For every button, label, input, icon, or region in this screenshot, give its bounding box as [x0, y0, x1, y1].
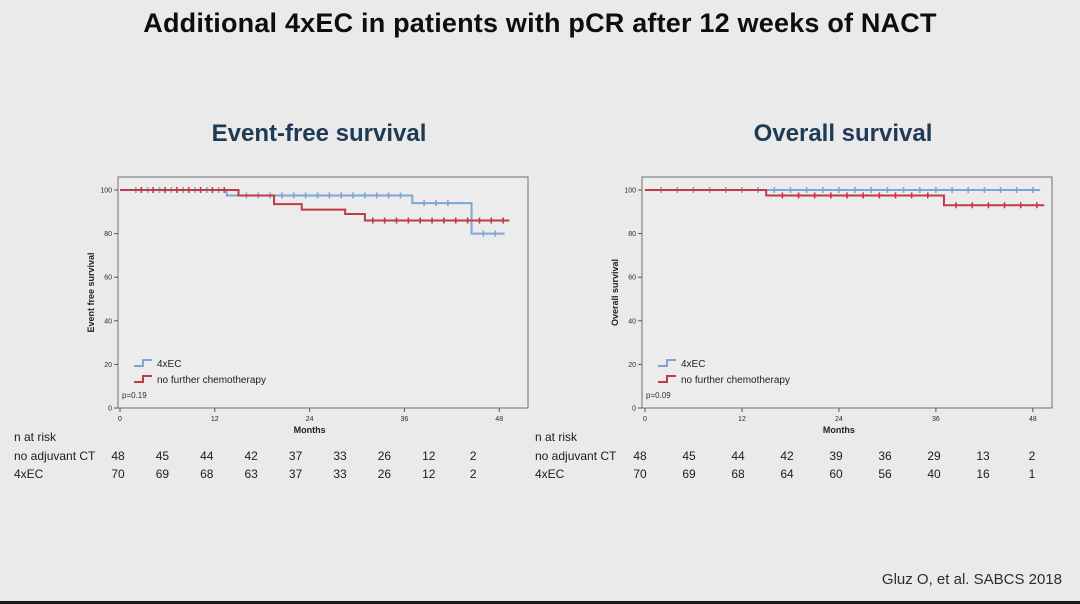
- legend-step-glyph: [658, 375, 676, 383]
- n-at-risk-value: 29: [927, 449, 941, 463]
- n-at-risk-value: 33: [333, 467, 347, 481]
- x-axis-label: Months: [294, 425, 326, 435]
- plot-frame: [117, 176, 529, 409]
- legend-label: no further chemotherapy: [157, 375, 266, 386]
- n-at-risk-value: 2: [469, 467, 477, 481]
- y-tick-label: 0: [632, 406, 636, 413]
- km-curve: [120, 189, 510, 222]
- x-tick-label: 12: [211, 416, 219, 423]
- citation: Gluz O, et al. SABCS 2018: [881, 571, 1062, 588]
- os-chart-title: Overall survival: [753, 120, 933, 147]
- n-at-risk-value: 2: [1028, 449, 1036, 463]
- n-at-risk-value: 42: [780, 449, 794, 463]
- os-n-at-risk-header: n at risk: [535, 430, 578, 444]
- n-at-risk-value: 1: [1028, 467, 1036, 481]
- legend-step-glyph: [134, 359, 152, 367]
- os-row-label-no-adjuvant-ct: no adjuvant CT: [535, 449, 617, 463]
- x-tick-label: 36: [932, 416, 940, 423]
- n-at-risk-value: 48: [633, 449, 647, 463]
- n-at-risk-value: 68: [731, 467, 745, 481]
- os-row-label-4xec: 4xEC: [535, 467, 565, 481]
- y-tick-label: 20: [104, 362, 112, 369]
- legend-step-glyph: [134, 375, 152, 383]
- n-at-risk-value: 70: [633, 467, 647, 481]
- n-at-risk-value: 37: [288, 449, 303, 463]
- n-at-risk-value: 39: [829, 449, 843, 463]
- efs-row-label-4xec: 4xEC: [14, 467, 44, 481]
- slide-title: Additional 4xEC in patients with pCR aft…: [143, 8, 937, 38]
- x-tick-label: 0: [643, 416, 647, 423]
- p-value: p=0.19: [122, 391, 147, 400]
- n-at-risk-value: 63: [244, 467, 258, 481]
- n-at-risk-value: 70: [111, 467, 125, 481]
- y-tick-label: 0: [108, 406, 112, 413]
- y-tick-label: 80: [628, 231, 636, 238]
- n-at-risk-value: 12: [422, 467, 436, 481]
- km-curve: [645, 189, 1045, 207]
- efs-row-label-no-adjuvant-ct: no adjuvant CT: [14, 449, 96, 463]
- y-axis-label: Overall survival: [610, 259, 620, 326]
- y-tick-label: 60: [104, 275, 112, 282]
- x-tick-label: 48: [495, 416, 503, 423]
- y-tick-label: 80: [104, 231, 112, 238]
- n-at-risk-value: 26: [377, 467, 392, 481]
- n-at-risk-value: 40: [927, 467, 941, 481]
- n-at-risk-value: 56: [878, 467, 892, 481]
- x-tick-label: 24: [835, 416, 843, 423]
- n-at-risk-value: 26: [377, 449, 392, 463]
- n-at-risk-value: 68: [200, 467, 214, 481]
- n-at-risk-value: 44: [731, 449, 745, 463]
- n-at-risk-value: 36: [878, 449, 892, 463]
- n-at-risk-value: 44: [200, 449, 214, 463]
- legend-label: 4xEC: [681, 359, 705, 370]
- n-at-risk-value: 45: [155, 449, 170, 463]
- y-tick-label: 40: [628, 318, 636, 325]
- p-value: p=0.09: [646, 391, 671, 400]
- n-at-risk-value: 69: [682, 467, 696, 481]
- efs-n-at-risk-header: n at risk: [14, 430, 57, 444]
- x-tick-label: 12: [738, 416, 746, 423]
- n-at-risk-value: 12: [422, 449, 436, 463]
- os-km-plot: 100 80 60 40 20 00 12 24 36 48 Overall survival Mon…: [610, 176, 1053, 435]
- n-at-risk-value: 2: [469, 449, 477, 463]
- n-at-risk-value: 60: [829, 467, 843, 481]
- y-tick-label: 100: [100, 188, 112, 195]
- x-tick-label: 48: [1029, 416, 1037, 423]
- x-tick-label: 0: [118, 416, 122, 423]
- y-tick-label: 20: [628, 362, 636, 369]
- n-at-risk-value: 42: [244, 449, 258, 463]
- n-at-risk-value: 37: [288, 467, 303, 481]
- n-at-risk-value: 16: [976, 467, 990, 481]
- legend-label: no further chemotherapy: [681, 375, 790, 386]
- bottom-edge-bar: [0, 601, 1080, 604]
- n-at-risk-value: 45: [682, 449, 696, 463]
- n-at-risk-value: 69: [155, 467, 170, 481]
- legend-step-glyph: [658, 359, 676, 367]
- n-at-risk-value: 33: [333, 449, 347, 463]
- y-tick-label: 60: [628, 275, 636, 282]
- y-axis-label: Event free survival: [86, 252, 96, 332]
- y-tick-label: 40: [104, 318, 112, 325]
- efs-chart-title: Event-free survival: [211, 120, 427, 147]
- n-at-risk-value: 13: [976, 449, 990, 463]
- n-at-risk-value: 64: [780, 467, 794, 481]
- plot-frame: [641, 176, 1053, 409]
- y-tick-label: 100: [624, 188, 636, 195]
- x-tick-label: 36: [401, 416, 409, 423]
- x-tick-label: 24: [306, 416, 314, 423]
- n-at-risk-value: 48: [111, 449, 125, 463]
- x-axis-label: Months: [823, 425, 855, 435]
- legend-label: 4xEC: [157, 359, 181, 370]
- efs-km-plot: 100 80 60 40 20 00 12 24 36 48 Event free survival…: [86, 176, 529, 435]
